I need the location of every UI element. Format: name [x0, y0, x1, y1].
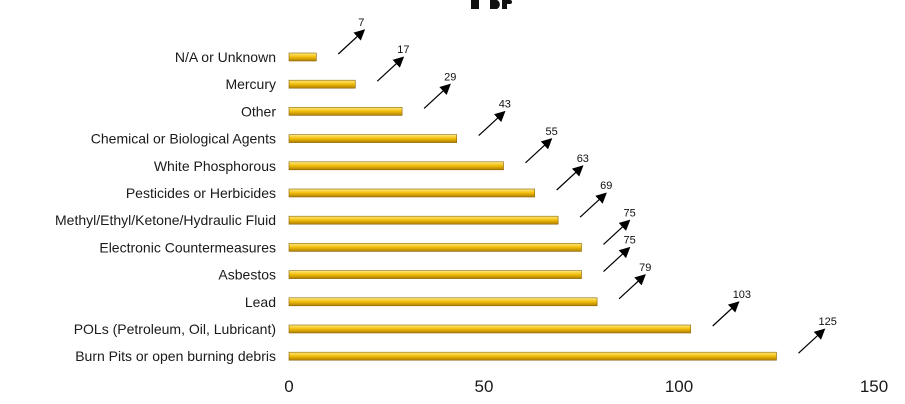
category-label-5: Pesticides or Herbicides — [126, 185, 276, 201]
data-label-7: 75 — [624, 207, 636, 219]
bar-2 — [288, 107, 403, 116]
data-label-2: 29 — [444, 71, 456, 83]
x-axis-tick-labels: 0 50 100 150 — [284, 377, 888, 396]
annotation-arrow-2 — [423, 83, 451, 109]
data-label-9: 79 — [639, 262, 651, 274]
category-labels: N/A or Unknown Mercury Other Chemical or Bi… — [55, 49, 276, 364]
annotation-arrow-9 — [618, 274, 646, 300]
annotation-arrow-1 — [376, 56, 405, 82]
data-label-5: 63 — [577, 153, 589, 165]
x-tick-label-3: 150 — [860, 377, 888, 396]
x-tick-label-1: 50 — [475, 377, 494, 396]
bar-1 — [288, 79, 356, 89]
bar-4 — [288, 161, 504, 171]
data-label-3: 43 — [499, 99, 511, 111]
data-label-4: 55 — [546, 126, 558, 138]
annotation-arrow-10 — [712, 301, 740, 327]
bar-10 — [288, 324, 692, 334]
chart-title-fragment — [471, 0, 512, 9]
annotation-arrow-3 — [478, 110, 506, 137]
data-label-10: 103 — [733, 289, 751, 301]
category-label-11: Burn Pits or open burning debris — [75, 348, 276, 364]
annotation-arrow-5 — [556, 165, 584, 191]
annotation-arrow-7 — [603, 219, 631, 245]
annotation-arrow-8 — [603, 246, 631, 273]
data-label-1: 17 — [397, 44, 409, 56]
bar-0 — [288, 52, 317, 62]
data-label-8: 75 — [624, 235, 636, 247]
bar-5 — [288, 188, 535, 198]
annotation-arrow-6 — [579, 192, 607, 218]
bar-6 — [288, 215, 559, 225]
bar-11 — [288, 351, 777, 361]
category-label-1: Mercury — [225, 76, 276, 92]
bars-layer — [288, 52, 777, 361]
annotation-arrow-4 — [525, 138, 553, 164]
category-label-8: Asbestos — [218, 267, 276, 283]
category-label-7: Electronic Countermeasures — [99, 239, 276, 255]
x-tick-label-0: 0 — [284, 377, 293, 396]
data-label-6: 69 — [600, 180, 612, 192]
category-label-9: Lead — [245, 294, 276, 310]
category-label-4: White Phosphorous — [154, 158, 276, 174]
category-label-3: Chemical or Biological Agents — [91, 131, 276, 147]
bar-9 — [288, 297, 598, 307]
bar-8 — [288, 270, 582, 279]
bar-3 — [288, 134, 457, 143]
category-label-10: POLs (Petroleum, Oil, Lubricant) — [74, 321, 276, 337]
annotation-arrow-0 — [337, 29, 366, 55]
bar-7 — [288, 243, 582, 252]
x-tick-label-2: 100 — [665, 377, 693, 396]
data-label-annotations: 7 17 29 43 55 63 69 75 75 79 103 125 — [337, 17, 837, 354]
category-label-2: Other — [241, 103, 276, 119]
data-label-0: 7 — [358, 17, 364, 29]
category-label-6: Methyl/Ethyl/Ketone/Hydraulic Fluid — [55, 212, 276, 228]
data-label-11: 125 — [819, 316, 837, 328]
annotation-arrow-11 — [798, 328, 826, 354]
category-label-0: N/A or Unknown — [175, 49, 276, 65]
